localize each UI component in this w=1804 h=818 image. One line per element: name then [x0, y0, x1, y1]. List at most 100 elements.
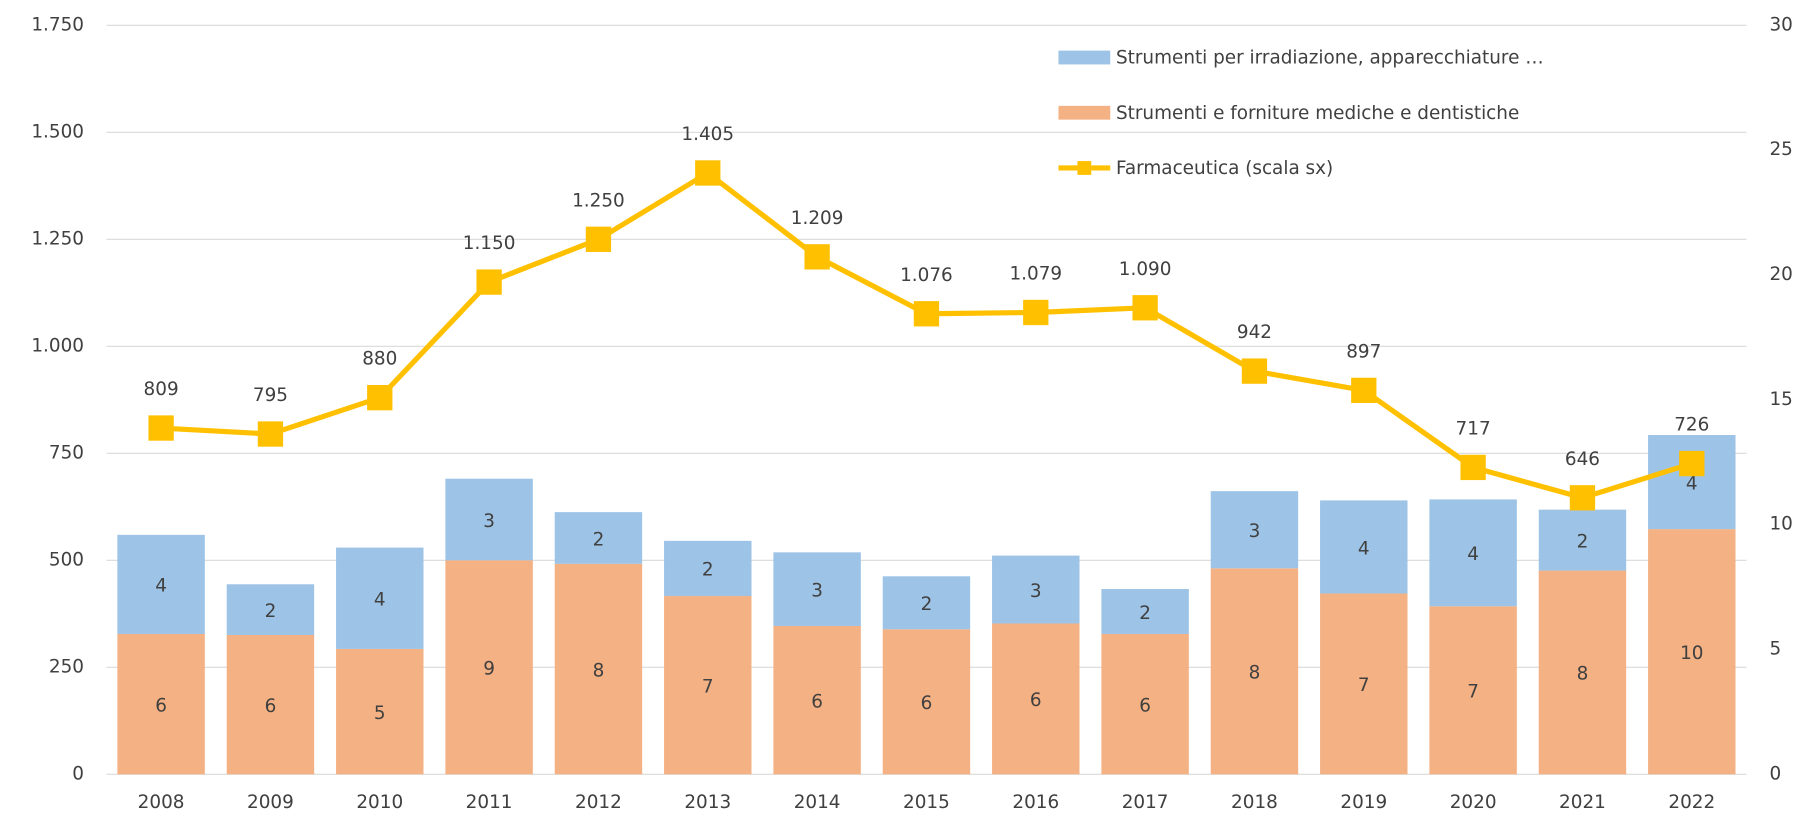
- y-tick-label: 750: [49, 442, 84, 463]
- line-value-label: 809: [144, 379, 179, 400]
- line-value-label: 1.209: [791, 208, 844, 229]
- legend-swatch: [1058, 50, 1111, 65]
- bar: [445, 560, 533, 775]
- bar: [1648, 529, 1736, 775]
- bar-value-label: 6: [1030, 690, 1042, 711]
- line-value-label: 942: [1237, 322, 1272, 343]
- bar: [117, 633, 205, 775]
- bar: [336, 648, 424, 775]
- bar-value-label: 3: [1030, 581, 1042, 602]
- bar: [664, 540, 752, 597]
- bar-value-label: 4: [1467, 544, 1479, 565]
- x-tick-label: 2012: [575, 792, 622, 813]
- line-value-label: 1.076: [900, 265, 953, 286]
- line-marker: [695, 160, 721, 186]
- bar: [554, 512, 643, 564]
- line-marker: [148, 415, 174, 441]
- y-tick-label: 0: [72, 763, 84, 784]
- legend-label: Farmaceutica (scala sx): [1116, 158, 1333, 179]
- bar-value-label: 9: [483, 659, 495, 680]
- bar: [1101, 633, 1189, 775]
- line-marker: [367, 385, 393, 411]
- x-tick-label: 2017: [1122, 792, 1169, 813]
- bar-value-label: 7: [702, 676, 714, 697]
- line-marker: [1241, 358, 1268, 384]
- bar: [1320, 500, 1408, 594]
- x-tick-label: 2020: [1450, 792, 1497, 813]
- bar-value-label: 6: [265, 696, 277, 717]
- line-marker: [476, 269, 502, 295]
- bar-value-label: 8: [1249, 663, 1261, 684]
- line-marker: [585, 226, 612, 252]
- line-marker: [1351, 377, 1377, 404]
- line-value-label: 897: [1346, 341, 1381, 362]
- line-value-label: 795: [253, 385, 288, 406]
- bar-value-label: 6: [1139, 695, 1151, 716]
- y2-tick-label: 20: [1769, 264, 1792, 285]
- bar: [336, 547, 424, 649]
- x-tick-label: 2013: [684, 792, 731, 813]
- bar: [226, 584, 315, 635]
- y-tick-label: 1.750: [31, 14, 84, 35]
- bar-value-label: 4: [1358, 538, 1370, 559]
- line-value-label: 1.250: [572, 190, 625, 211]
- bar: [992, 555, 1080, 624]
- y2-tick-label: 15: [1769, 389, 1792, 410]
- bar: [992, 623, 1080, 775]
- y-tick-label: 1.250: [31, 228, 84, 249]
- line-marker: [804, 244, 830, 270]
- y2-tick-label: 25: [1769, 139, 1792, 160]
- y2-tick-label: 10: [1769, 514, 1792, 535]
- bar-value-label: 4: [374, 590, 386, 611]
- x-tick-label: 2018: [1231, 792, 1278, 813]
- line: [160, 170, 1693, 501]
- legend-label: Strumenti e forniture mediche e dentisti…: [1116, 103, 1519, 124]
- x-tick-label: 2015: [903, 792, 950, 813]
- bar-value-label: 7: [1358, 675, 1370, 696]
- line-value-label: 1.405: [681, 124, 734, 145]
- bar-value-label: 8: [593, 660, 605, 681]
- bar: [882, 629, 971, 775]
- bar-value-label: 2: [1139, 603, 1151, 624]
- bar: [1538, 509, 1627, 571]
- y-tick-label: 1.000: [31, 335, 84, 356]
- bar-value-label: 2: [1577, 531, 1589, 552]
- legend-marker: [1077, 161, 1092, 175]
- bar-value-label: 6: [155, 695, 167, 716]
- line-marker: [1023, 299, 1049, 326]
- bar: [117, 534, 205, 634]
- line-marker: [1679, 450, 1705, 477]
- line-marker: [1569, 485, 1596, 511]
- line-value-label: 646: [1565, 449, 1600, 470]
- bar: [1210, 568, 1299, 775]
- bar: [1101, 589, 1189, 634]
- bar: [554, 563, 643, 775]
- y2-tick-label: 0: [1769, 763, 1781, 784]
- x-tick-label: 2009: [247, 792, 294, 813]
- line-value-label: 1.150: [463, 233, 516, 254]
- legend-label: Strumenti per irradiazione, apparecchiat…: [1116, 48, 1544, 69]
- bar: [1648, 434, 1736, 530]
- line-marker: [913, 301, 940, 327]
- y-tick-label: 250: [49, 656, 84, 677]
- x-tick-label: 2010: [356, 792, 403, 813]
- bar: [773, 552, 861, 626]
- x-tick-label: 2014: [794, 792, 841, 813]
- bar: [226, 634, 315, 775]
- line-value-label: 880: [362, 349, 397, 370]
- bar-value-label: 3: [811, 580, 823, 601]
- line-marker: [257, 421, 284, 447]
- x-tick-label: 2022: [1668, 792, 1715, 813]
- line-value-label: 717: [1456, 418, 1491, 439]
- y-tick-label: 1.500: [31, 121, 84, 142]
- line-marker: [1460, 454, 1486, 481]
- line-marker: [1132, 295, 1158, 321]
- bar: [445, 478, 533, 561]
- bar: [664, 596, 752, 775]
- bar-value-label: 3: [483, 511, 495, 532]
- y2-tick-label: 5: [1769, 638, 1781, 659]
- bar-value-label: 2: [921, 594, 933, 615]
- x-tick-label: 2016: [1012, 792, 1059, 813]
